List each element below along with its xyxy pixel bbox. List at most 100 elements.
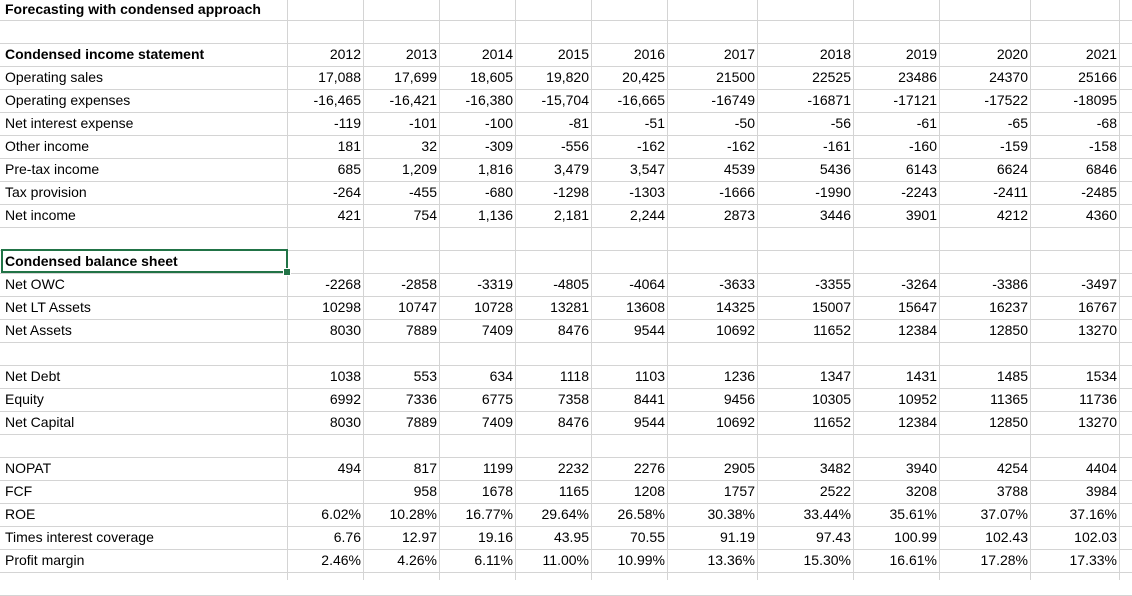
value-cell[interactable]: 4539 [723,161,755,177]
row-label[interactable]: Net Debt [5,368,61,384]
value-cell[interactable]: 8476 [557,322,589,338]
value-cell[interactable]: 16767 [1078,299,1117,315]
value-cell[interactable]: 91.19 [719,529,755,545]
value-cell[interactable]: -2858 [401,276,437,292]
value-cell[interactable]: 8441 [633,391,665,407]
value-cell[interactable]: 15647 [898,299,937,315]
row-label[interactable]: Condensed income statement [5,46,205,62]
value-cell[interactable]: -68 [1096,115,1117,131]
value-cell[interactable]: 3,479 [553,161,589,177]
value-cell[interactable]: -158 [1088,138,1117,154]
value-cell[interactable]: 11.00% [542,552,589,568]
value-cell[interactable]: -50 [734,115,755,131]
row-label[interactable]: Net Assets [5,322,72,338]
value-cell[interactable]: 6624 [996,161,1028,177]
value-cell[interactable]: 3446 [819,207,851,223]
value-cell[interactable]: 2873 [723,207,755,223]
value-cell[interactable]: -2243 [901,184,937,200]
value-cell[interactable]: 32 [421,138,437,154]
value-cell[interactable]: 1038 [329,368,361,384]
value-cell[interactable]: 17,088 [318,69,361,85]
value-cell[interactable]: -101 [408,115,437,131]
value-cell[interactable]: 181 [337,138,361,154]
value-cell[interactable]: 958 [413,483,437,499]
value-cell[interactable]: 18,605 [470,69,513,85]
value-cell[interactable]: -264 [332,184,361,200]
value-cell[interactable]: 15.30% [803,552,851,568]
value-cell[interactable]: 2,181 [553,207,589,223]
sheet-title[interactable]: Forecasting with condensed approach [5,1,261,17]
value-cell[interactable]: 13281 [550,299,589,315]
value-cell[interactable]: 10.28% [389,506,437,522]
value-cell[interactable]: 17.33% [1069,552,1117,568]
empty-cell[interactable] [0,227,288,250]
year-header-cell[interactable]: 2017 [723,46,755,62]
value-cell[interactable]: -2485 [1081,184,1117,200]
value-cell[interactable]: -1990 [815,184,851,200]
empty-cell[interactable] [0,342,288,365]
value-cell[interactable]: 421 [337,207,361,223]
value-cell[interactable]: 10728 [474,299,513,315]
row-label[interactable]: ROE [5,506,36,522]
row-label[interactable]: Profit margin [5,552,85,568]
value-cell[interactable]: 12.97 [401,529,437,545]
value-cell[interactable]: 2.46% [321,552,361,568]
value-cell[interactable]: 10692 [716,414,755,430]
value-cell[interactable]: 494 [337,460,361,476]
value-cell[interactable]: -16,465 [313,92,361,108]
value-cell[interactable]: 10747 [398,299,437,315]
value-cell[interactable]: -1298 [553,184,589,200]
year-header-cell[interactable]: 2016 [633,46,665,62]
value-cell[interactable]: 17,699 [394,69,437,85]
row-label[interactable]: Times interest coverage [5,529,154,545]
value-cell[interactable]: 3208 [905,483,937,499]
value-cell[interactable]: -61 [916,115,937,131]
value-cell[interactable]: 22525 [812,69,851,85]
value-cell[interactable]: 3984 [1085,483,1117,499]
value-cell[interactable] [288,480,364,503]
value-cell[interactable]: 553 [413,368,437,384]
value-cell[interactable]: 1347 [819,368,851,384]
value-cell[interactable]: -16871 [807,92,851,108]
value-cell[interactable]: 12850 [989,322,1028,338]
year-header-cell[interactable]: 2014 [481,46,513,62]
value-cell[interactable]: 10692 [716,322,755,338]
row-label[interactable]: NOPAT [5,460,52,476]
value-cell[interactable]: 1208 [633,483,665,499]
value-cell[interactable]: 13270 [1078,414,1117,430]
row-label[interactable]: Operating expenses [5,92,131,108]
value-cell[interactable]: -162 [726,138,755,154]
value-cell[interactable]: -16,380 [465,92,513,108]
value-cell[interactable]: -159 [999,138,1028,154]
value-cell[interactable]: -162 [636,138,665,154]
value-cell[interactable]: 4212 [996,207,1028,223]
value-cell[interactable]: 1118 [559,368,589,384]
value-cell[interactable]: 1199 [482,460,513,476]
value-cell[interactable]: -17522 [984,92,1028,108]
year-header-cell[interactable]: 2013 [405,46,437,62]
value-cell[interactable]: -2411 [993,184,1028,200]
value-cell[interactable]: 16237 [989,299,1028,315]
value-cell[interactable]: 12384 [898,322,937,338]
value-cell[interactable]: 3788 [996,483,1028,499]
value-cell[interactable]: -4064 [629,276,665,292]
row-label[interactable]: FCF [5,483,33,499]
value-cell[interactable]: 10952 [898,391,937,407]
value-cell[interactable]: 1236 [723,368,755,384]
value-cell[interactable]: 7889 [405,322,437,338]
value-cell[interactable]: 1,209 [401,161,437,177]
value-cell[interactable]: -18095 [1073,92,1117,108]
value-cell[interactable]: 4360 [1085,207,1117,223]
year-header-cell[interactable]: 2020 [996,46,1028,62]
value-cell[interactable]: 25166 [1078,69,1117,85]
value-cell[interactable]: -1303 [629,184,665,200]
value-cell[interactable]: 97.43 [815,529,851,545]
value-cell[interactable]: -119 [334,115,361,131]
value-cell[interactable]: 8030 [329,322,361,338]
value-cell[interactable]: 35.61% [889,506,937,522]
row-label[interactable]: Equity [5,391,44,407]
value-cell[interactable]: 20,425 [622,69,665,85]
value-cell[interactable]: -160 [908,138,937,154]
value-cell[interactable]: -16,665 [617,92,665,108]
